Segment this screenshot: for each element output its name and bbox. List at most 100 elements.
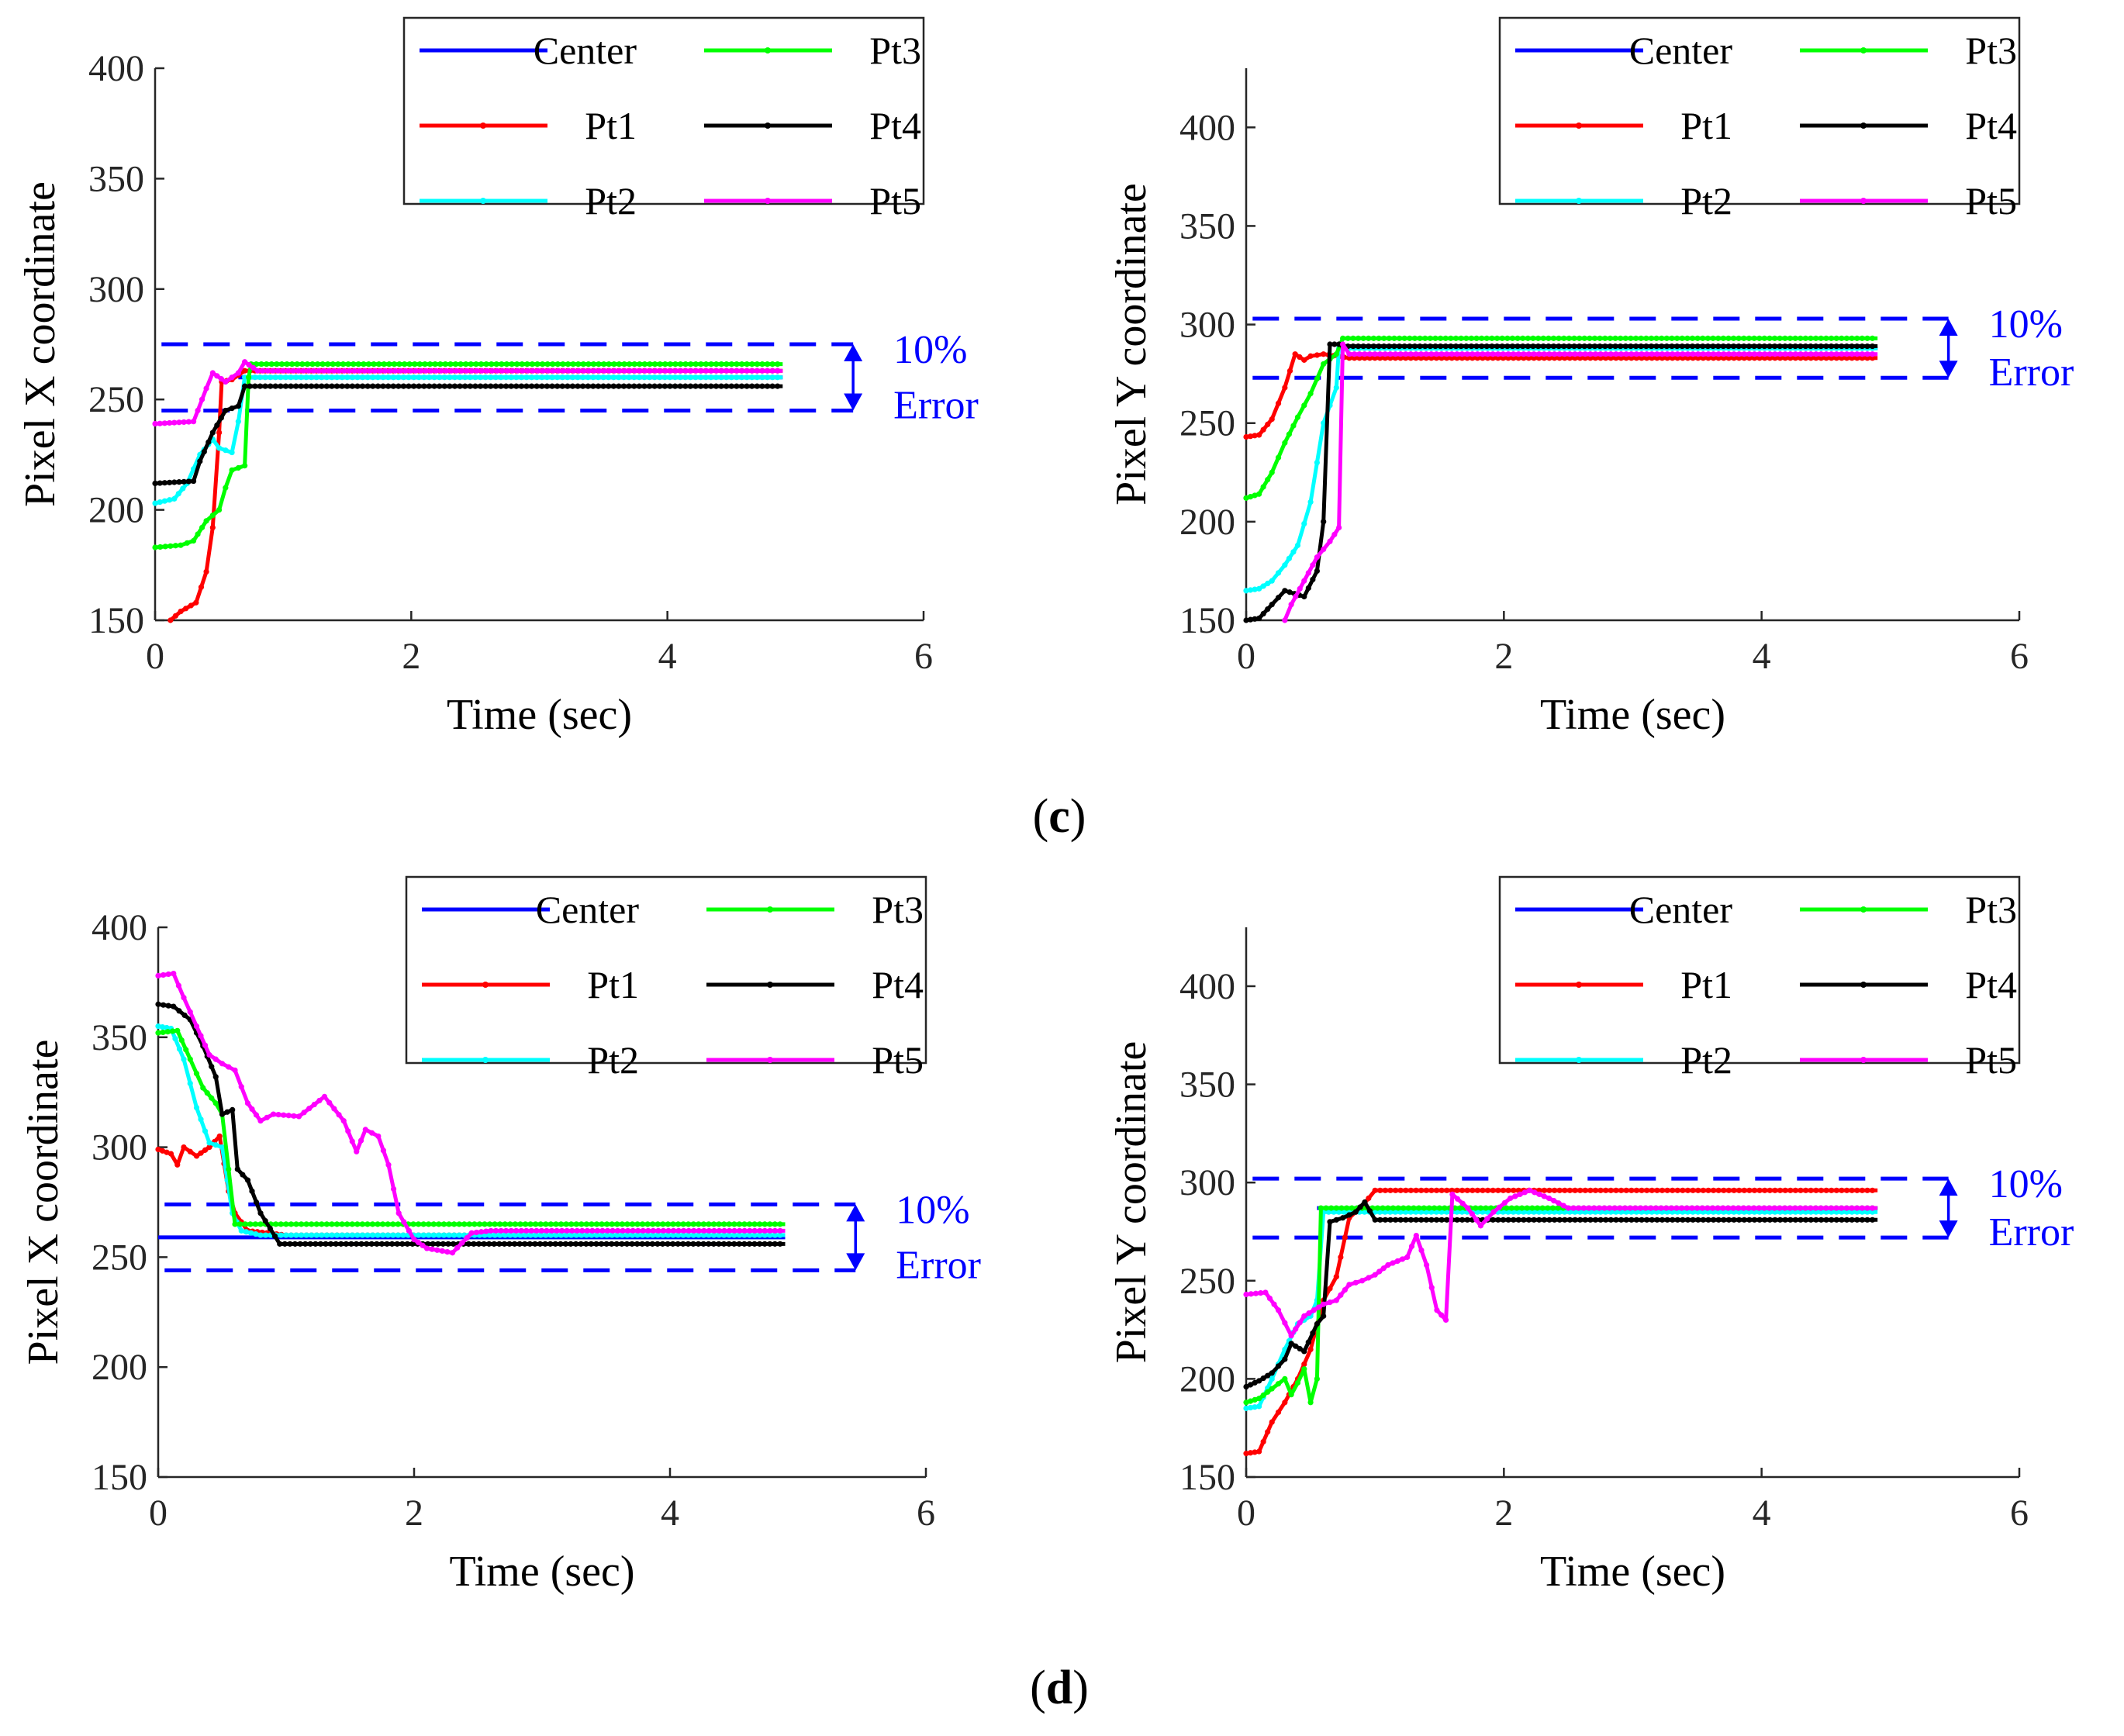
series-point-pt3 <box>483 361 489 368</box>
series-point-pt5 <box>734 368 740 374</box>
series-point-pt2 <box>488 374 494 381</box>
series-point-pt2 <box>329 374 335 381</box>
series-point-pt5 <box>711 1227 717 1234</box>
series-point-pt2 <box>634 1232 641 1238</box>
series-point-pt2 <box>268 374 274 381</box>
series-point-pt4 <box>374 1241 380 1247</box>
series-point-pt5 <box>1751 1205 1757 1211</box>
series-point-pt3 <box>534 361 540 368</box>
series-point-pt4 <box>1562 1217 1568 1223</box>
series-point-pt5 <box>229 374 235 381</box>
series-point-pt4 <box>558 1241 564 1247</box>
series-point-pt2 <box>580 374 586 381</box>
series-point-pt3 <box>339 1221 345 1227</box>
series-point-pt5 <box>1346 351 1352 357</box>
series-point-pt3 <box>1602 335 1608 341</box>
series-point-pt5 <box>1782 351 1788 357</box>
series-point-pt5 <box>504 368 510 374</box>
series-point-pt5 <box>1592 351 1599 357</box>
series-point-pt4 <box>1499 343 1505 350</box>
series-point-pt3 <box>1489 335 1495 341</box>
series-point-pt4 <box>197 458 203 464</box>
series-point-pt4 <box>343 1241 349 1247</box>
series-point-pt4 <box>1767 1217 1773 1223</box>
x-tick-label: 4 <box>1753 636 1771 677</box>
series-point-pt3 <box>187 1056 193 1062</box>
series-point-pt4 <box>1509 343 1516 350</box>
series-point-pt5 <box>718 368 725 374</box>
series-point-pt3 <box>203 518 209 524</box>
series-point-pt1 <box>1470 355 1476 361</box>
series-point-pt4 <box>488 383 494 389</box>
series-point-pt4 <box>1556 343 1562 350</box>
series-point-pt1 <box>1351 355 1358 361</box>
series-point-pt5 <box>483 1228 489 1234</box>
series-point-pt4 <box>209 430 216 436</box>
series-point-pt4 <box>1618 1217 1625 1223</box>
series-point-pt4 <box>1597 343 1603 350</box>
series-point-pt2 <box>654 1232 661 1238</box>
series-point-pt4 <box>501 1241 508 1247</box>
series-point-pt3 <box>533 1221 539 1227</box>
series-point-pt4 <box>278 383 284 389</box>
series-point-pt3 <box>1328 1205 1335 1211</box>
series-point-pt3 <box>718 361 724 368</box>
series-point-pt1 <box>1485 1187 1491 1193</box>
legend-marker-pt1 <box>1576 982 1582 988</box>
series-point-pt3 <box>1436 1205 1442 1211</box>
series-point-pt5 <box>368 1130 375 1136</box>
series-point-pt5 <box>1397 351 1404 357</box>
series-point-pt1 <box>1572 1187 1578 1193</box>
series-point-pt1 <box>1338 1254 1344 1260</box>
series-point-pt5 <box>214 373 220 379</box>
series-point-pt1 <box>1413 1187 1419 1193</box>
series-point-pt5 <box>1390 1260 1396 1266</box>
series-point-pt5 <box>1262 1289 1269 1296</box>
series-point-pt4 <box>445 1241 451 1247</box>
series-point-pt5 <box>1293 1326 1299 1332</box>
series-point-pt5 <box>1649 351 1655 357</box>
series-point-pt5 <box>433 368 439 374</box>
series-point-pt3 <box>519 361 525 368</box>
series-point-pt4 <box>503 383 509 389</box>
series-point-pt2 <box>650 1232 656 1238</box>
series-point-pt5 <box>596 368 603 374</box>
series-point-pt1 <box>1556 355 1563 361</box>
series-point-pt2 <box>1849 1209 1855 1215</box>
series-point-pt5 <box>1407 351 1414 357</box>
series-point-pt4 <box>690 1241 696 1247</box>
series-point-pt3 <box>223 485 229 491</box>
series-point-pt3 <box>1350 335 1356 341</box>
series-point-pt2 <box>181 1056 187 1062</box>
series-point-pt4 <box>1393 1217 1399 1223</box>
series-point-pt5 <box>1690 351 1696 357</box>
series-point-pt3 <box>359 1221 365 1227</box>
series-point-pt5 <box>306 368 312 374</box>
series-point-pt4 <box>201 449 207 455</box>
series-point-pt4 <box>1346 1212 1352 1218</box>
series-point-pt5 <box>1311 1307 1317 1313</box>
x-tick-label: 0 <box>1237 1493 1255 1534</box>
series-point-pt4 <box>212 1074 219 1080</box>
series-point-pt2 <box>687 374 693 381</box>
series-point-pt3 <box>672 361 679 368</box>
series-point-pt1 <box>1603 355 1609 361</box>
series-point-pt5 <box>1694 1205 1701 1211</box>
series-point-pt5 <box>1628 351 1635 357</box>
series-point-pt5 <box>1248 1291 1254 1297</box>
series-point-pt2 <box>446 1232 452 1238</box>
series-point-pt4 <box>1535 343 1542 350</box>
series-point-pt5 <box>380 1148 386 1154</box>
series-point-pt4 <box>462 383 468 389</box>
series-point-pt4 <box>244 1177 251 1183</box>
series-point-pt3 <box>209 1095 215 1101</box>
series-point-pt4 <box>749 383 755 389</box>
series-point-pt1 <box>1397 1187 1404 1193</box>
series-point-pt4 <box>1407 343 1413 350</box>
series-point-pt2 <box>430 1232 437 1238</box>
series-point-pt5 <box>375 1133 382 1140</box>
series-point-pt2 <box>759 374 765 381</box>
series-point-pt4 <box>651 383 658 389</box>
series-point-pt5 <box>1668 1205 1674 1211</box>
series-point-pt4 <box>214 422 220 429</box>
